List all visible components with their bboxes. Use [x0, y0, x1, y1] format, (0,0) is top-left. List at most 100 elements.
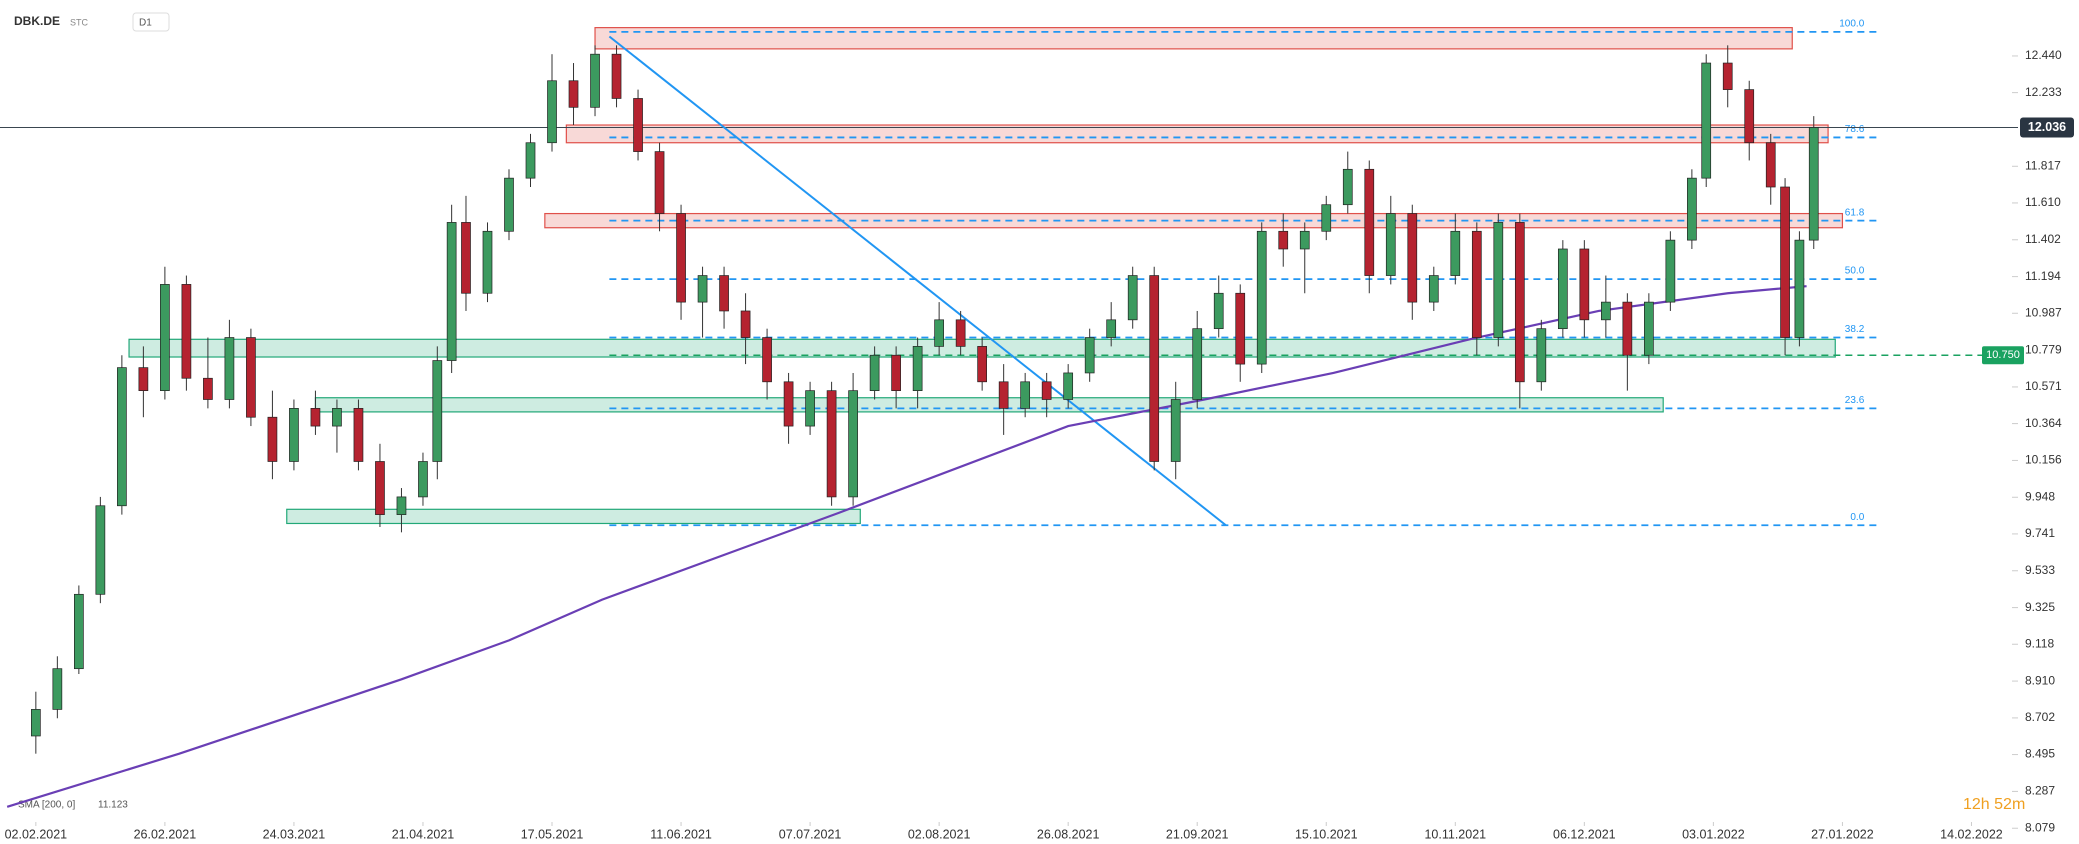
candle-body [461, 222, 471, 294]
last-price-box [2020, 117, 2074, 138]
candle-body [1170, 399, 1181, 462]
candle-body [912, 346, 923, 392]
zone [314, 397, 1664, 413]
candle-body [1450, 230, 1461, 276]
candle-body [697, 275, 708, 303]
candle-body [446, 222, 457, 361]
candle-body [568, 80, 579, 108]
candle-body [1235, 292, 1246, 365]
candle-body [1765, 142, 1776, 188]
candle-body [740, 310, 751, 338]
indicator-label: SMA [200, 0] [18, 800, 75, 811]
x-tick-label: 24.03.2021 [263, 827, 326, 841]
candle-body [1385, 213, 1396, 276]
y-tick-label: 11.610 [2025, 195, 2061, 209]
candle-body [375, 461, 385, 515]
candle-body [654, 151, 665, 214]
candle-body [1063, 372, 1074, 400]
last-price-label: 12.036 [2028, 120, 2066, 134]
support-label-box [1982, 346, 2024, 365]
x-tick-label: 14.02.2022 [1940, 827, 2003, 841]
interval-box[interactable] [132, 12, 170, 32]
candle-body [396, 496, 407, 515]
y-tick-label: 9.533 [2025, 563, 2055, 577]
candle-body [590, 53, 600, 108]
candle-body [181, 284, 192, 379]
x-tick-label: 03.01.2022 [1682, 827, 1745, 841]
x-tick-label: 17.05.2021 [521, 827, 584, 841]
candle-body [1342, 168, 1353, 206]
candle-body [826, 390, 837, 498]
candle-body [998, 381, 1009, 409]
candle-body [1278, 230, 1289, 250]
x-tick-label: 07.07.2021 [779, 827, 842, 841]
y-tick-label: 8.910 [2025, 673, 2055, 687]
y-tick-label: 9.118 [2025, 636, 2054, 650]
interval[interactable]: D1 [139, 18, 152, 29]
candle-body [676, 213, 686, 303]
y-tick-label: 10.779 [2025, 342, 2062, 356]
candle-body [783, 381, 794, 427]
y-tick-label: 9.325 [2025, 600, 2055, 614]
candle-body [1514, 222, 1525, 383]
candle-body [1557, 248, 1568, 330]
fib-label: 100.0 [1839, 19, 1864, 30]
x-tick-label: 21.04.2021 [392, 827, 455, 841]
candle-body [1364, 168, 1375, 276]
candle-body [848, 390, 858, 498]
fib-label: 23.6 [1845, 395, 1865, 406]
candle-body [418, 461, 428, 498]
candle-body [611, 53, 622, 99]
x-tick-label: 11.06.2021 [650, 827, 712, 841]
fib-label: 0.0 [1850, 512, 1864, 523]
y-tick-label: 10.364 [2025, 416, 2062, 430]
candle-body [1665, 239, 1676, 303]
zone [286, 508, 861, 525]
candle-body [1299, 230, 1310, 250]
candle-body [1256, 230, 1267, 365]
candle-body [1041, 381, 1052, 400]
candle-body [955, 319, 966, 347]
support-label: 10.750 [1986, 349, 2020, 361]
y-tick-label: 10.987 [2025, 305, 2062, 319]
candle-body [74, 593, 84, 670]
candle-body [547, 80, 557, 144]
timer: 12h 52m [1963, 796, 2025, 813]
y-tick-label: 12.233 [2025, 85, 2062, 99]
candle-body [117, 367, 127, 507]
candle-body [891, 354, 901, 392]
candle-body [719, 275, 729, 312]
candle-body [95, 505, 106, 595]
candle-body [525, 142, 536, 179]
candle-body [805, 390, 815, 427]
y-tick-label: 12.440 [2025, 48, 2062, 62]
x-tick-label: 06.12.2021 [1553, 827, 1616, 841]
fib-label: 78.6 [1845, 124, 1865, 135]
fib-label: 50.0 [1845, 266, 1865, 277]
candle-body [353, 408, 364, 462]
y-tick-label: 11.817 [2025, 158, 2061, 172]
symbol[interactable]: DBK.DE [14, 14, 60, 28]
market: STC [70, 17, 89, 27]
y-tick-label: 11.194 [2025, 269, 2061, 283]
candle-body [633, 98, 643, 152]
candle-body [1321, 204, 1332, 232]
candle-body [1622, 301, 1633, 356]
candle-body [1600, 301, 1611, 321]
x-tick-label: 26.02.2021 [134, 827, 197, 841]
candle-body [332, 408, 342, 427]
fib-label: 38.2 [1845, 324, 1865, 335]
candle-body [1808, 127, 1819, 241]
y-tick-label: 8.079 [2025, 820, 2055, 834]
candle-body [504, 177, 514, 232]
candle-body [432, 360, 443, 462]
candle-body [246, 337, 256, 418]
candle-body [977, 346, 987, 383]
candle-body [1020, 381, 1031, 409]
candle-body [1579, 248, 1590, 321]
candle-body [267, 416, 278, 462]
candle-body [1493, 222, 1504, 338]
candle-body [1084, 337, 1095, 374]
candle-body [52, 668, 63, 710]
candle-body [1744, 89, 1755, 144]
